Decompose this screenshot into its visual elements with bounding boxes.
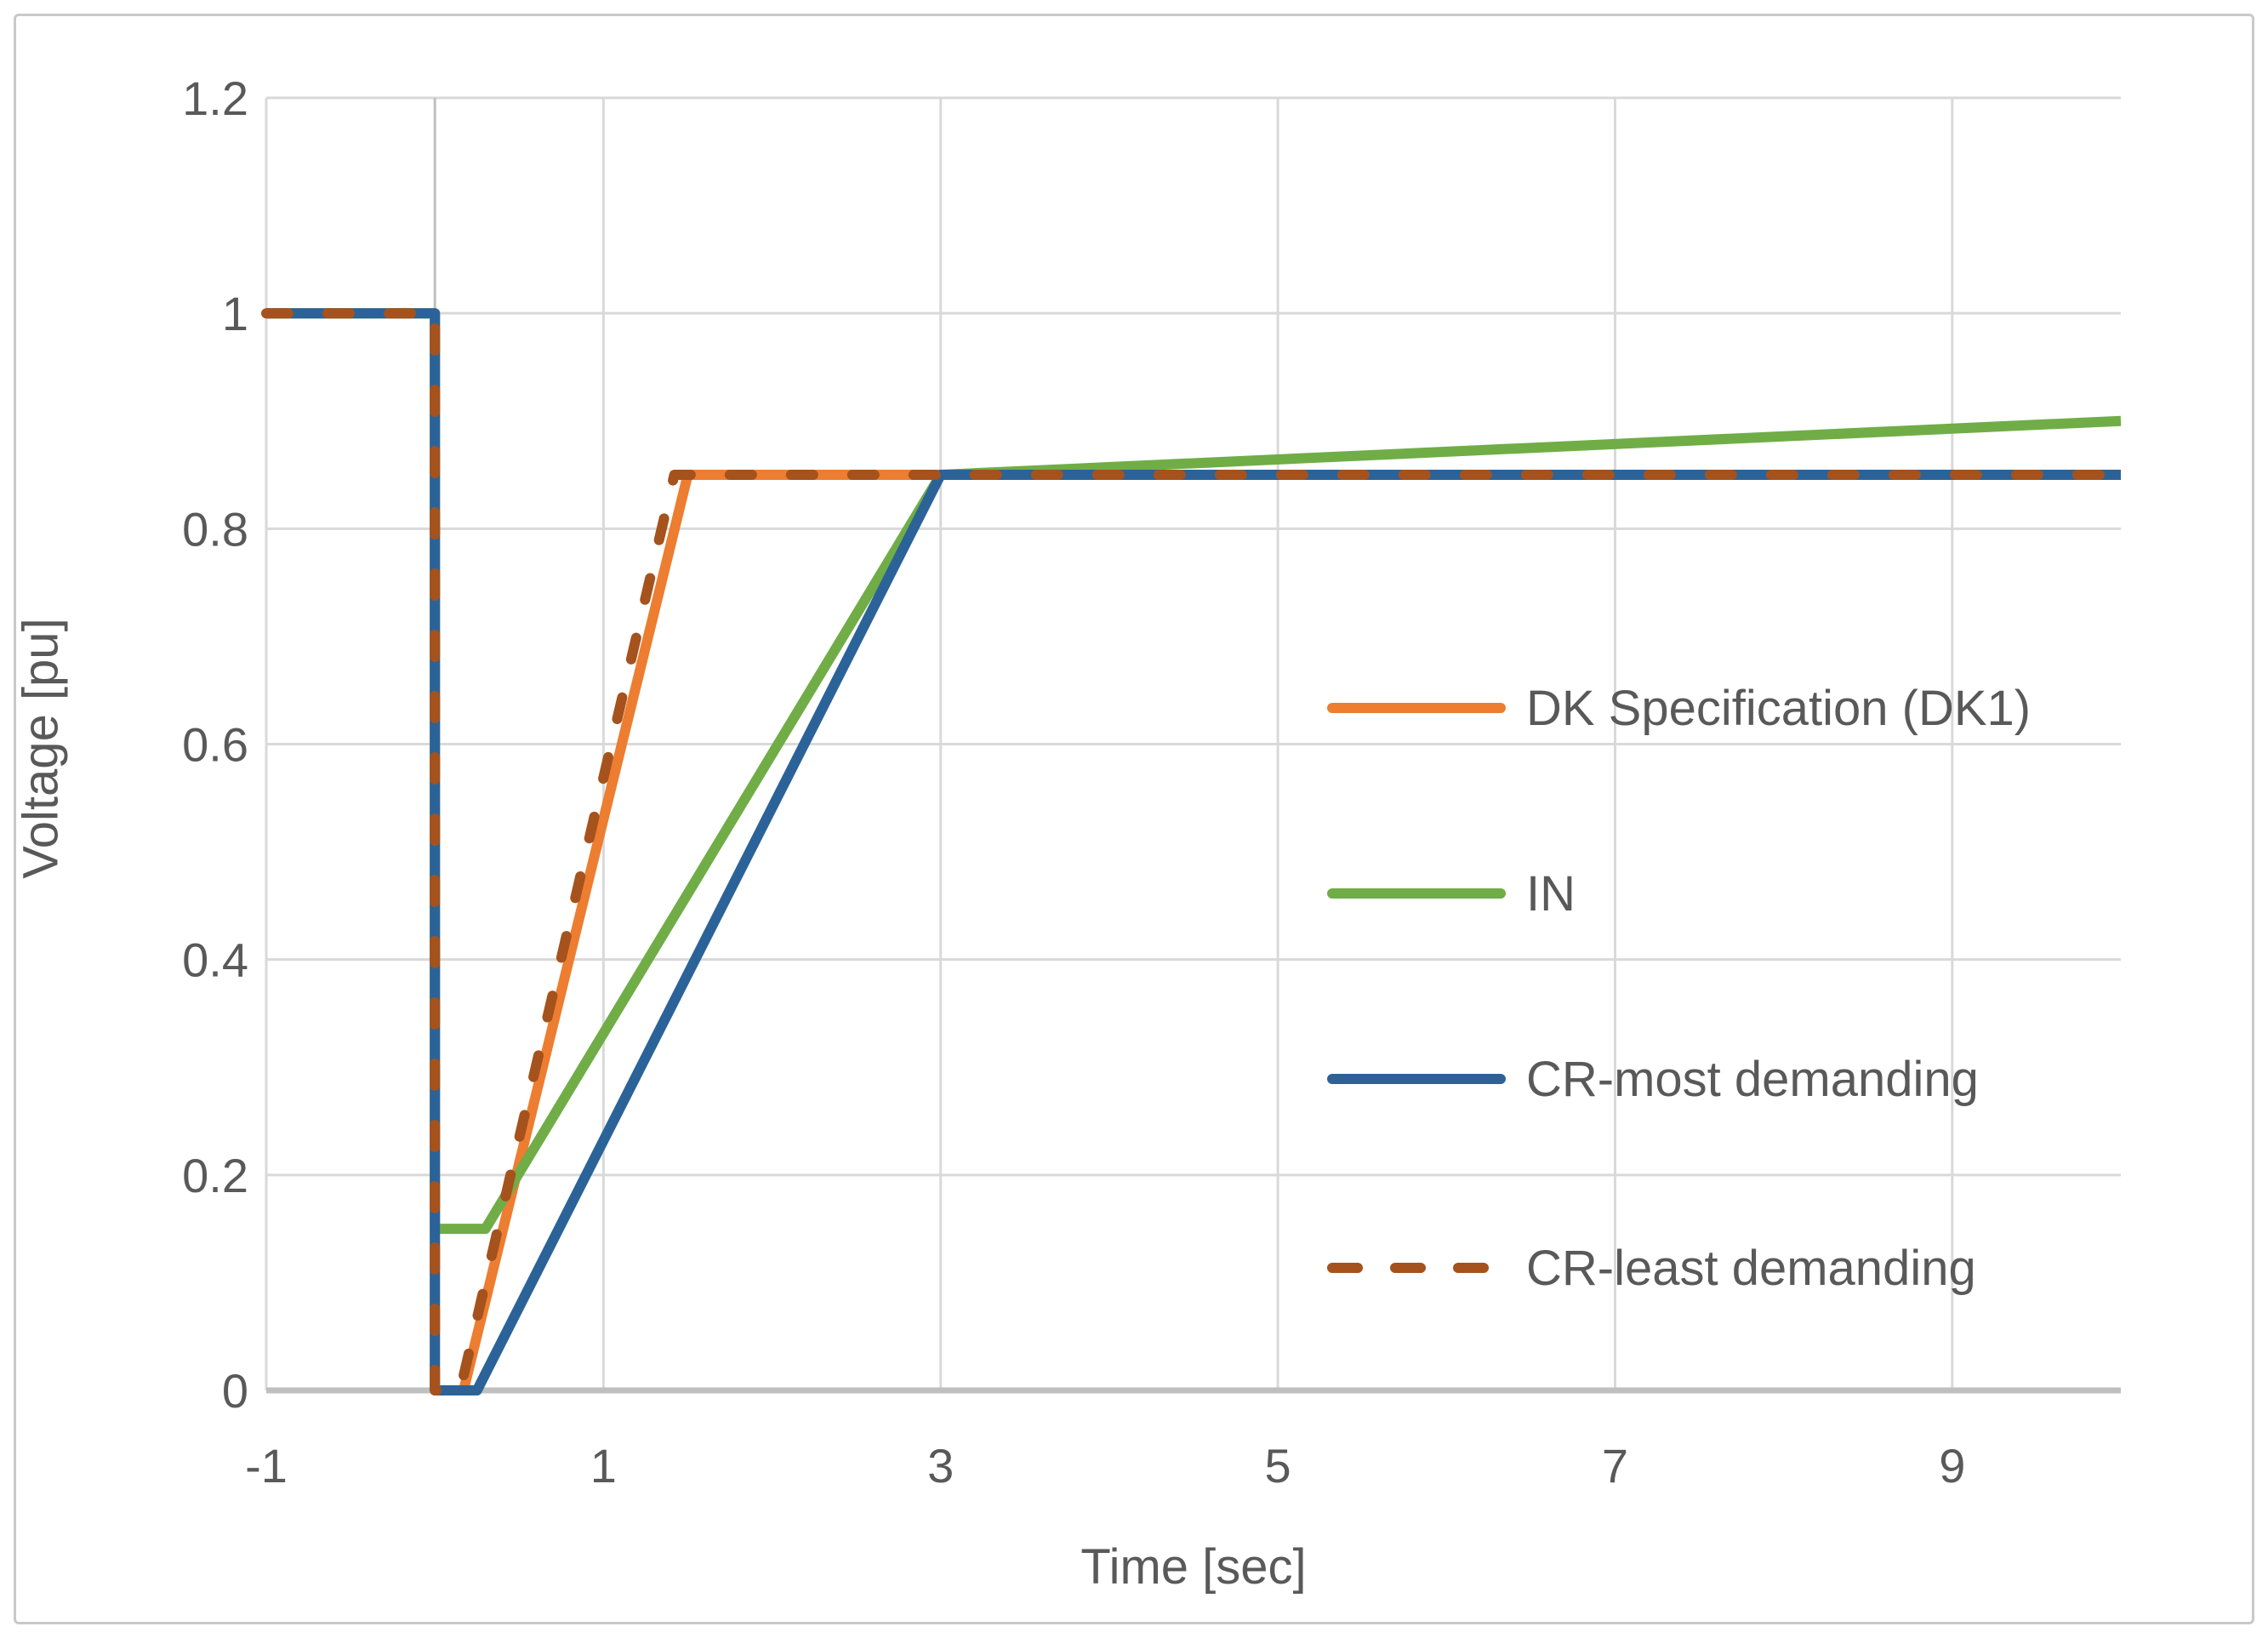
tick-labels-group: 0 0.2 0.4 0.6 0.8 1 1.2 -1 1 3 5 7 9 xyxy=(182,71,1965,1492)
x-tick-label: 9 xyxy=(1939,1439,1965,1492)
y-tick-label: 0.8 xyxy=(182,502,248,556)
y-tick-label: 0.2 xyxy=(182,1149,248,1202)
x-tick-label: -1 xyxy=(245,1439,288,1492)
y-tick-label: 1.2 xyxy=(182,71,248,125)
y-tick-label: 1 xyxy=(222,287,248,340)
y-tick-label: 0 xyxy=(222,1364,248,1418)
y-tick-label: 0.6 xyxy=(182,718,248,772)
x-tick-label: 5 xyxy=(1265,1439,1291,1492)
series-line-in xyxy=(266,308,2122,1235)
x-tick-label: 3 xyxy=(927,1439,954,1492)
gridlines-group xyxy=(265,96,2121,1390)
x-tick-label: 7 xyxy=(1602,1439,1628,1492)
y-axis-title: Voltage [pu] xyxy=(13,618,69,879)
series-line-cr-least-demanding xyxy=(261,308,2126,1395)
x-tick-label: 1 xyxy=(590,1439,617,1492)
chart-frame xyxy=(14,14,2254,1624)
y-tick-label: 0.4 xyxy=(182,933,248,987)
x-axis-title: Time [sec] xyxy=(1080,1539,1307,1595)
series-lines-group xyxy=(261,308,2126,1395)
